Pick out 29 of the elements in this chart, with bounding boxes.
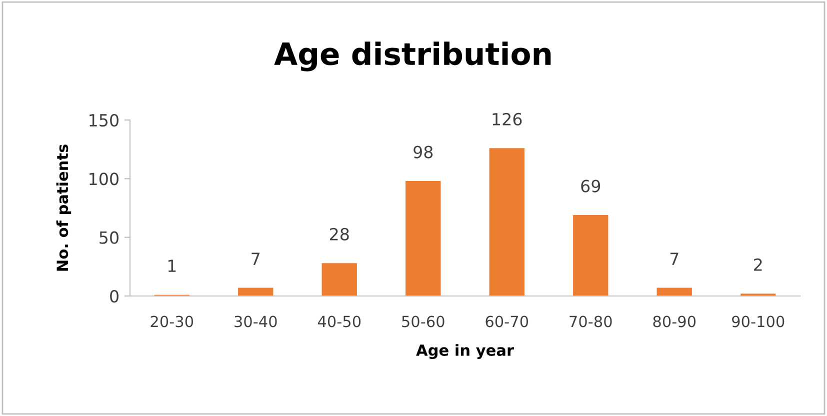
x-tick-label: 60-70 bbox=[486, 316, 528, 328]
x-tick-label: 90-100 bbox=[732, 316, 784, 328]
bar bbox=[238, 288, 274, 296]
data-label: 7 bbox=[252, 252, 260, 265]
x-axis-title: Age in year bbox=[416, 344, 514, 360]
data-label: 69 bbox=[581, 180, 600, 192]
x-tick-label: 70-80 bbox=[570, 316, 612, 328]
x-tick-label: 80-90 bbox=[653, 316, 696, 328]
bar bbox=[406, 181, 441, 296]
data-label: 28 bbox=[330, 228, 349, 240]
bar bbox=[573, 215, 608, 296]
bar bbox=[322, 263, 357, 296]
y-tick-label: 0 bbox=[110, 290, 118, 303]
data-label: 7 bbox=[670, 252, 678, 265]
data-label: 1 bbox=[168, 260, 176, 272]
x-tick-label: 30-40 bbox=[234, 316, 277, 328]
x-tick-label: 50-60 bbox=[402, 316, 444, 328]
data-label: 126 bbox=[492, 112, 522, 126]
bar bbox=[489, 148, 524, 296]
data-label: 98 bbox=[414, 146, 433, 158]
bar bbox=[656, 288, 692, 296]
x-tick-label: 20-30 bbox=[150, 316, 194, 328]
x-tick-label: 40-50 bbox=[318, 316, 361, 328]
y-tick-label: 150 bbox=[90, 114, 118, 127]
y-tick-label: 50 bbox=[100, 231, 118, 244]
y-tick-label: 100 bbox=[90, 172, 118, 186]
y-axis-title: No. of patients bbox=[56, 144, 72, 271]
data-label: 2 bbox=[754, 258, 762, 271]
chart-title: Age distribution bbox=[274, 42, 551, 72]
